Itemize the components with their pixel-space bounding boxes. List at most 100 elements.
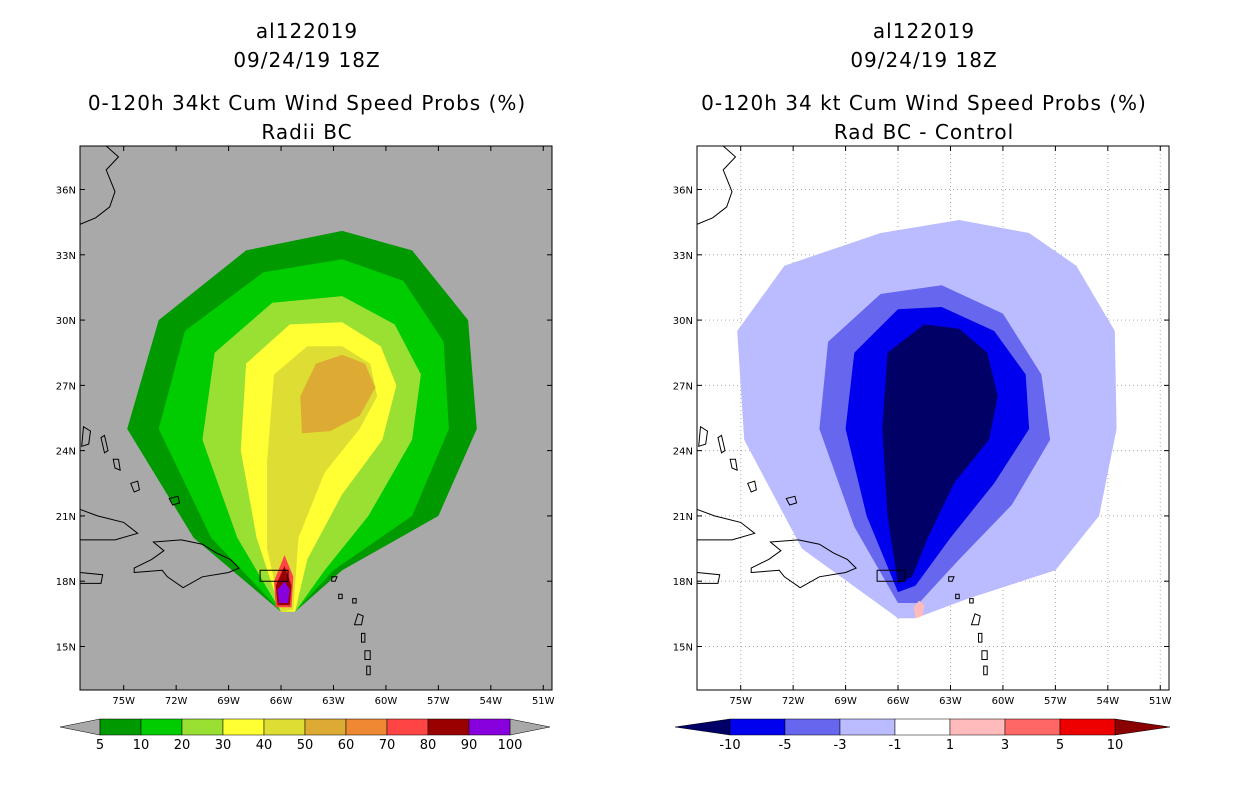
- y-tick-label: 15N: [673, 642, 693, 653]
- coastline-puertoRico: [876, 569, 906, 582]
- colorbar-under-arrow: [59, 718, 101, 736]
- coastline-hispaniola: [750, 539, 857, 589]
- colorbar-swatch: [99, 718, 142, 736]
- contour-level-50: [300, 354, 376, 434]
- panel-radii-bc: al122019 09/24/19 18Z 0-120h 34kt Cum Wind…: [56, 19, 555, 753]
- colorbar-swatch: [345, 718, 388, 736]
- y-tick-label: 18N: [56, 577, 76, 588]
- colorbar-over-arrow: [509, 718, 551, 736]
- x-tick-label: 51W: [532, 696, 555, 707]
- colorbar-swatch: [1004, 718, 1061, 736]
- y-tick-label: 18N: [673, 577, 693, 588]
- colorbar-label: 10: [133, 738, 150, 753]
- y-tick-label: 30N: [673, 316, 693, 327]
- x-tick-label: 57W: [427, 696, 450, 707]
- y-tick-label: 27N: [673, 381, 693, 392]
- coastline-island6: [948, 576, 955, 582]
- plot-frame: [79, 145, 553, 691]
- colorbar-over-arrow: [1114, 718, 1171, 736]
- coastline-bahamas1: [81, 425, 92, 448]
- colorbar-swatch: [894, 718, 951, 736]
- coastline-island6: [331, 576, 338, 582]
- coastline-island7: [955, 593, 960, 600]
- colorbar-label: 5: [96, 738, 104, 753]
- x-tick-label: 75W: [729, 696, 752, 707]
- colorbar: -10 -5 -3 -1 1 3 5 10: [674, 718, 1171, 753]
- coastline-usCoast: [80, 146, 120, 225]
- y-tick-label: 24N: [56, 447, 76, 458]
- y-tick-label: 36N: [673, 186, 693, 197]
- colorbar-swatch: [839, 718, 896, 736]
- y-tick-label: 24N: [673, 447, 693, 458]
- colorbar-label: 40: [256, 738, 273, 753]
- x-tick-label: 57W: [1044, 696, 1067, 707]
- y-tick-label: 30N: [56, 316, 76, 327]
- colorbar-label: 60: [338, 738, 355, 753]
- x-tick-label: 66W: [270, 696, 293, 707]
- coastline-hispaniola: [133, 539, 240, 589]
- coastline-bahamas2: [717, 434, 726, 454]
- colorbar: 5 10 20 30 40 50 60 70 80 90 100: [59, 718, 551, 753]
- coastline-island7: [338, 593, 343, 600]
- colorbar-label: -10: [719, 738, 740, 753]
- colorbar-swatch: [729, 718, 786, 736]
- x-tick-label: 60W: [992, 696, 1015, 707]
- colorbar-label: -5: [779, 738, 792, 753]
- coastline-island3: [978, 632, 983, 643]
- colorbar-swatch: [140, 718, 183, 736]
- colorbar-swatch: [386, 718, 429, 736]
- colorbar-swatch: [784, 718, 841, 736]
- x-tick-label: 75W: [112, 696, 135, 707]
- coastline-bahamas3: [729, 458, 738, 472]
- x-tick-label: 60W: [375, 696, 398, 707]
- coastline-island1: [969, 598, 974, 604]
- colorbar-label: 1: [946, 738, 954, 753]
- contour-level-neg10: [882, 324, 998, 584]
- y-tick-label: 21N: [673, 512, 693, 523]
- coastline-bahamas4: [747, 480, 757, 493]
- colorbar-label: 5: [1056, 738, 1064, 753]
- y-tick-label: 27N: [56, 381, 76, 392]
- colorbar-label: -1: [889, 738, 902, 753]
- coastline-island4: [981, 650, 988, 660]
- coastline-usCoast: [697, 146, 737, 225]
- y-tick-label: 15N: [56, 642, 76, 653]
- chart-title: 0-120h 34kt Cum Wind Speed Probs (%): [88, 91, 526, 115]
- colorbar-label: 3: [1001, 738, 1009, 753]
- x-tick-label: 66W: [887, 696, 910, 707]
- x-tick-label: 54W: [480, 696, 503, 707]
- x-tick-label: 72W: [782, 696, 805, 707]
- colorbar-swatch: [181, 718, 224, 736]
- colorbar-swatch: [1059, 718, 1116, 736]
- storm-id: al122019: [256, 19, 358, 43]
- coastlines: [80, 146, 371, 676]
- coastline-cuba: [697, 508, 756, 541]
- coastline-puertoRico: [259, 569, 289, 582]
- coastline-bahamas2: [100, 434, 109, 454]
- colorbar-under-arrow: [674, 718, 731, 736]
- colorbar-swatch: [949, 718, 1006, 736]
- coastline-island5: [366, 665, 371, 676]
- colorbar-swatch: [222, 718, 265, 736]
- coastline-bahamas3: [112, 458, 121, 472]
- coastline-turksCaicos: [168, 495, 181, 506]
- x-tick-label: 69W: [217, 696, 240, 707]
- coastline-island2: [353, 613, 364, 626]
- coastline-island4: [364, 650, 371, 660]
- coastline-bahamas1: [698, 425, 709, 448]
- colorbar-swatch: [468, 718, 511, 736]
- colorbar-label: 100: [498, 738, 523, 753]
- plot-area: [697, 146, 1169, 690]
- y-tick-label: 33N: [673, 251, 693, 262]
- contour-level-1: [913, 600, 925, 619]
- coastline-island2: [970, 613, 981, 626]
- colorbar-label: 80: [420, 738, 437, 753]
- coastline-cuba: [80, 508, 139, 541]
- coastlines: [697, 146, 988, 676]
- x-tick-label: 51W: [1149, 696, 1172, 707]
- colorbar-label: -3: [834, 738, 847, 753]
- x-tick-label: 63W: [939, 696, 962, 707]
- colorbar-swatch: [304, 718, 347, 736]
- coastline-jamaica: [80, 571, 104, 584]
